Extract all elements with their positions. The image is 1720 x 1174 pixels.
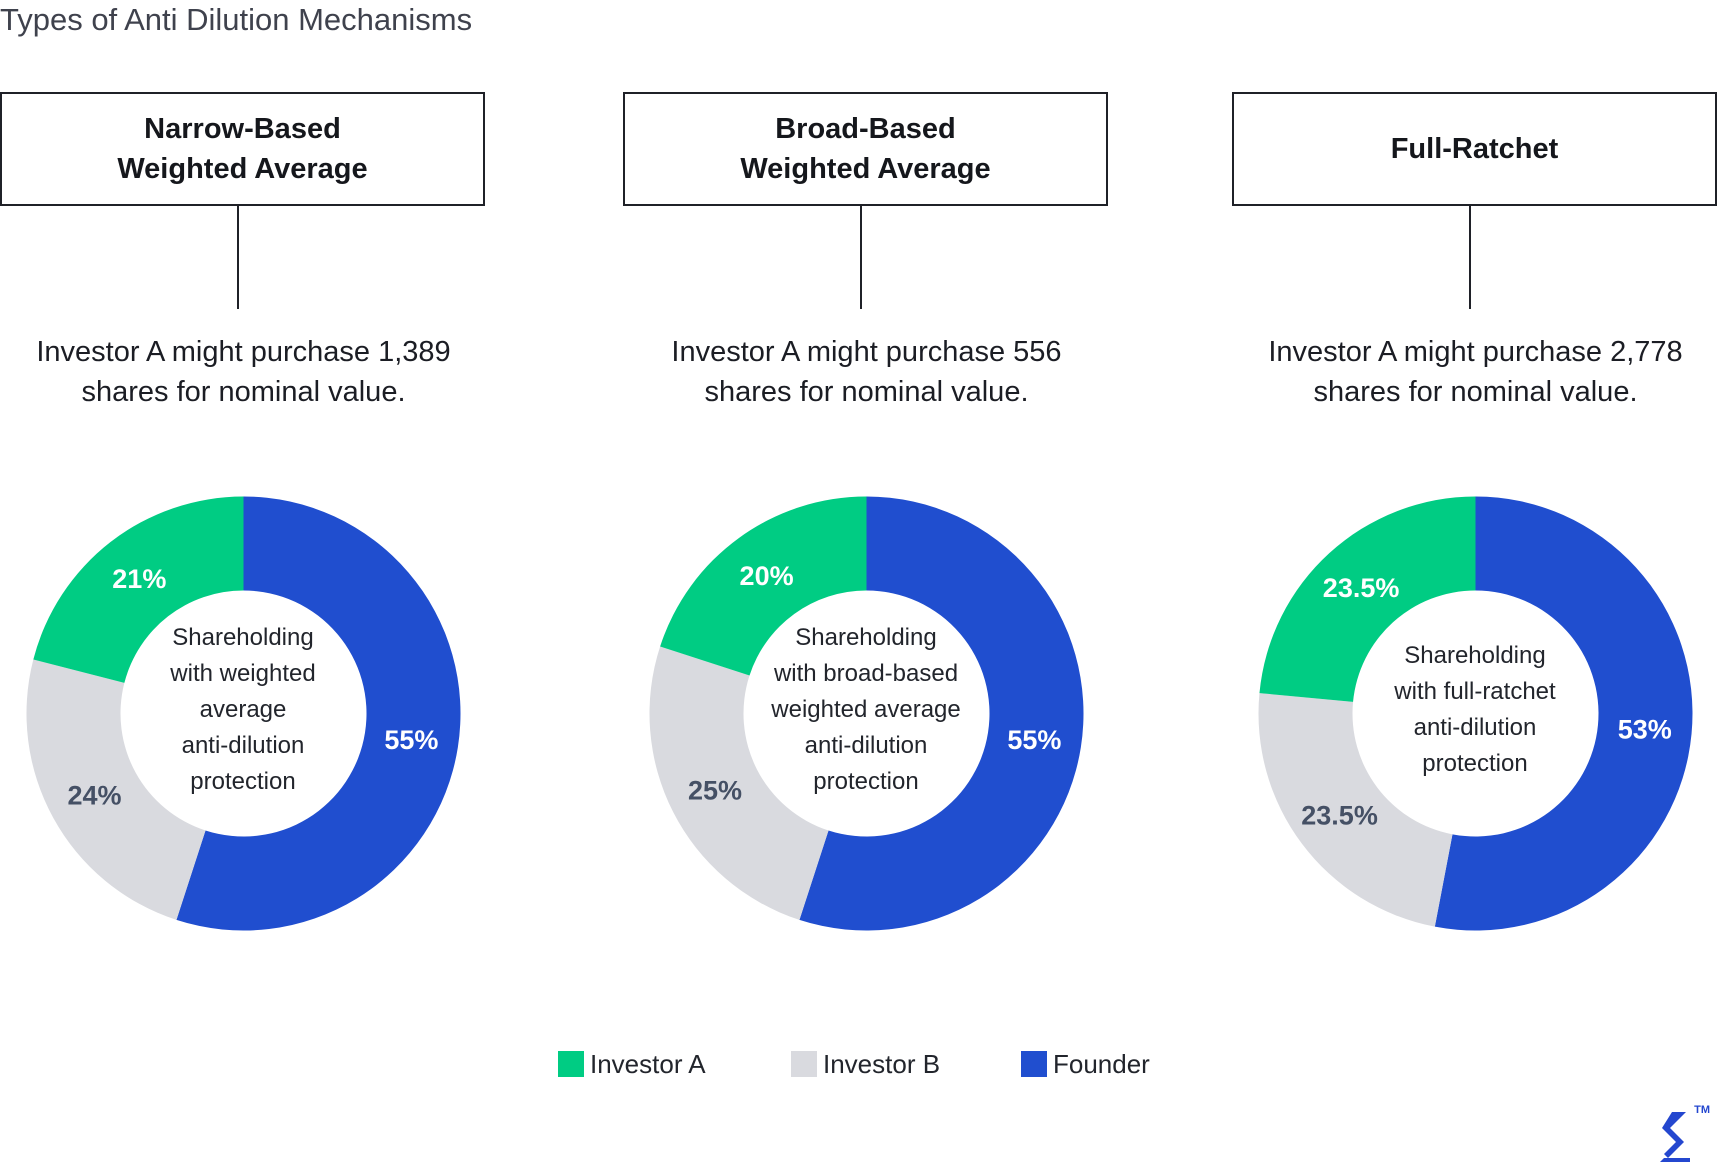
slice-value-label: 23.5%: [1323, 573, 1400, 603]
page-title: Types of Anti Dilution Mechanisms: [0, 2, 473, 37]
donut-center-label: Shareholding with weighted average anti-…: [170, 624, 316, 795]
donut-chart-narrow-based: 55% 24% 21% Shareholding with weighted ave…: [0, 470, 487, 957]
legend-swatch-investor-a: [558, 1051, 584, 1077]
donut-slice-investor-b: [649, 646, 829, 920]
legend-item-investor-a: Investor A: [558, 1048, 706, 1080]
donut-slice-founder: [799, 496, 1084, 931]
purchase-description: Investor A might purchase 2,778 shares f…: [1268, 336, 1683, 408]
legend-swatch-investor-b: [791, 1051, 817, 1077]
donut-chart-full-ratchet: 53% 23.5% 23.5% Shareholding with full-rat…: [1232, 470, 1719, 957]
legend-item-founder: Founder: [1021, 1048, 1150, 1080]
slice-value-label: 21%: [112, 564, 166, 594]
mechanism-heading: Full-Ratchet: [1232, 92, 1717, 206]
panel-full-ratchet: Full-Ratchet Investor A might purchase 2…: [1232, 92, 1719, 992]
slice-value-label: 53%: [1618, 714, 1672, 744]
legend-swatch-founder: [1021, 1051, 1047, 1077]
donut-svg: 55% 25% 20%: [649, 496, 1084, 931]
donut-slice-investor-a: [660, 496, 867, 676]
donut-slice-investor-b: [1258, 693, 1453, 927]
brand-logo-icon: TM: [1650, 1104, 1712, 1166]
slice-value-label: 55%: [1007, 725, 1061, 755]
slice-value-label: 20%: [740, 561, 794, 591]
mechanism-heading: Narrow-Based Weighted Average: [0, 92, 485, 206]
purchase-description: Investor A might purchase 556 shares for…: [671, 336, 1062, 408]
chart-legend: Investor A Investor B Founder: [0, 1048, 1720, 1080]
donut-svg: 53% 23.5% 23.5%: [1258, 496, 1693, 931]
slice-value-label: 23.5%: [1301, 801, 1378, 831]
donut-svg: 55% 24% 21%: [26, 496, 461, 931]
donut-center-label: Shareholding with full-ratchet anti-dilu…: [1394, 642, 1556, 777]
legend-label: Investor A: [590, 1048, 706, 1079]
donut-center-label: Shareholding with broad-based weighted a…: [771, 624, 961, 795]
legend-label: Investor B: [823, 1048, 941, 1079]
donut-slice-investor-a: [33, 496, 244, 683]
panel-broad-based: Broad-Based Weighted Average Investor A …: [623, 92, 1110, 992]
donut-chart-broad-based: 55% 25% 20% Shareholding with broad-based …: [623, 470, 1110, 957]
donut-slice-founder: [176, 496, 461, 931]
slice-value-label: 55%: [384, 725, 438, 755]
slice-value-label: 25%: [688, 776, 742, 806]
connector-line: [860, 206, 862, 309]
legend-label: Founder: [1053, 1048, 1150, 1079]
donut-slice-investor-a: [1259, 496, 1476, 702]
connector-line: [1469, 206, 1471, 309]
slice-value-label: 24%: [68, 780, 122, 810]
legend-item-investor-b: Investor B: [791, 1048, 940, 1080]
donut-slice-investor-b: [26, 659, 206, 920]
donut-slice-founder: [1434, 496, 1693, 931]
connector-line: [237, 206, 239, 309]
mechanism-heading: Broad-Based Weighted Average: [623, 92, 1108, 206]
purchase-description: Investor A might purchase 1,389 shares f…: [36, 336, 451, 408]
panel-narrow-based: Narrow-Based Weighted Average Investor A…: [0, 92, 487, 992]
